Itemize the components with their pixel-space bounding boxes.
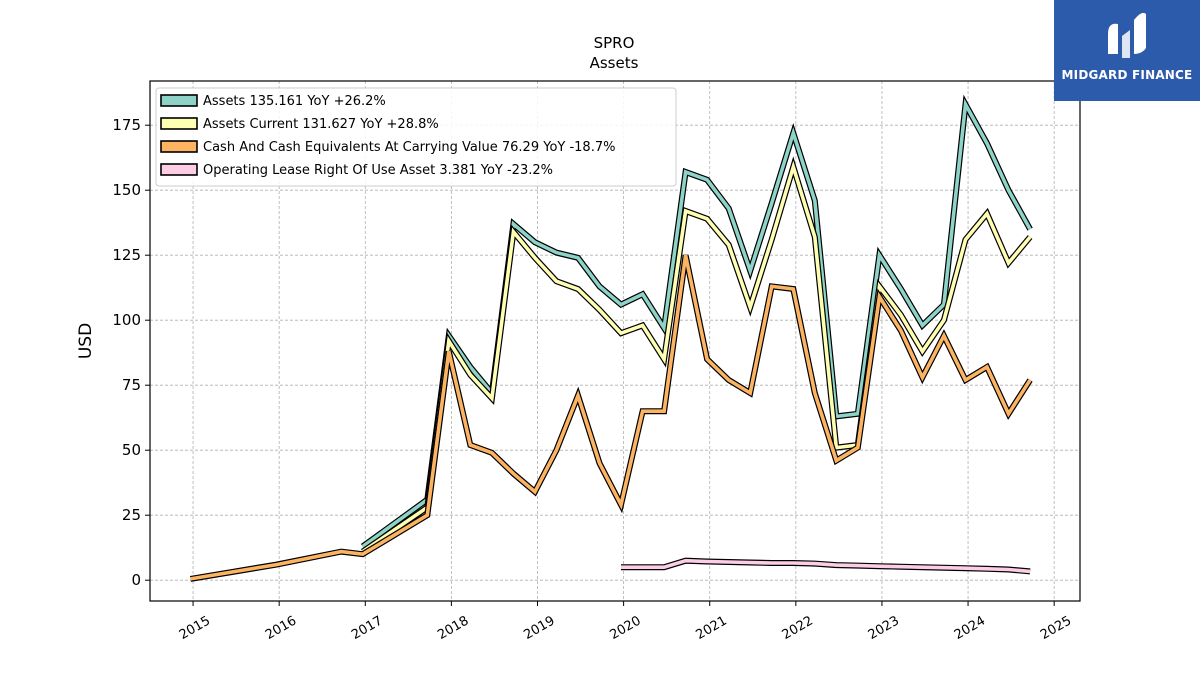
x-tick-label: 2019: [521, 613, 557, 643]
legend-swatch: [160, 94, 198, 107]
y-tick-label: 75: [122, 376, 141, 394]
x-ticks: 2015 2016 2017 2018 2019 2020 2021 2022 2023 2024…: [177, 601, 1074, 643]
series-line: [361, 160, 1032, 554]
x-tick-label: 2020: [607, 613, 643, 643]
series-line: [190, 254, 1032, 581]
series-outline: [190, 254, 1033, 582]
x-tick-label: 2016: [263, 613, 299, 643]
x-tick-label: 2021: [694, 613, 730, 643]
legend-box: [155, 87, 677, 187]
legend-swatch: [160, 163, 198, 176]
chart-subtitle: Assets: [590, 54, 639, 72]
x-tick-label: 2024: [952, 613, 988, 643]
x-tick-label: 2023: [866, 613, 902, 643]
legend-label: Assets Current 131.627 YoY +28.8%: [203, 117, 439, 132]
legend-label: Cash And Cash Equivalents At Carrying Va…: [203, 140, 615, 155]
series-line: [621, 558, 1031, 574]
y-tick-label: 50: [122, 441, 141, 459]
x-tick-label: 2022: [780, 613, 816, 643]
plot-frame: [149, 80, 1081, 602]
y-ticks: 0 25 50 75 100 125 150 175: [112, 116, 150, 589]
y-tick-label: 175: [112, 116, 141, 134]
y-tick-label: 100: [112, 311, 141, 329]
y-tick-label: 25: [122, 506, 141, 524]
series-group: [190, 94, 1033, 582]
legend-label: Operating Lease Right Of Use Asset 3.381…: [203, 163, 553, 178]
x-tick-label: 2015: [177, 613, 213, 643]
legend-label: Assets 135.161 YoY +26.2%: [203, 94, 386, 109]
x-tick-label: 2025: [1038, 613, 1074, 643]
legend-swatch: [160, 140, 198, 153]
y-tick-label: 150: [112, 181, 141, 199]
y-axis-label: USD: [76, 323, 96, 359]
brand-name: MIDGARD FINANCE: [1061, 68, 1193, 82]
legend-swatch: [160, 117, 198, 130]
y-tick-label: 0: [131, 571, 141, 589]
x-tick-label: 2018: [435, 613, 471, 643]
legend: Assets 135.161 YoY +26.2% Assets Current …: [155, 87, 677, 187]
brand-mark-icon: [1108, 12, 1146, 58]
chart-title: SPRO: [594, 34, 635, 52]
y-tick-label: 125: [112, 246, 141, 264]
brand-logo: MIDGARD FINANCE: [1054, 0, 1200, 101]
x-tick-label: 2017: [349, 613, 385, 643]
